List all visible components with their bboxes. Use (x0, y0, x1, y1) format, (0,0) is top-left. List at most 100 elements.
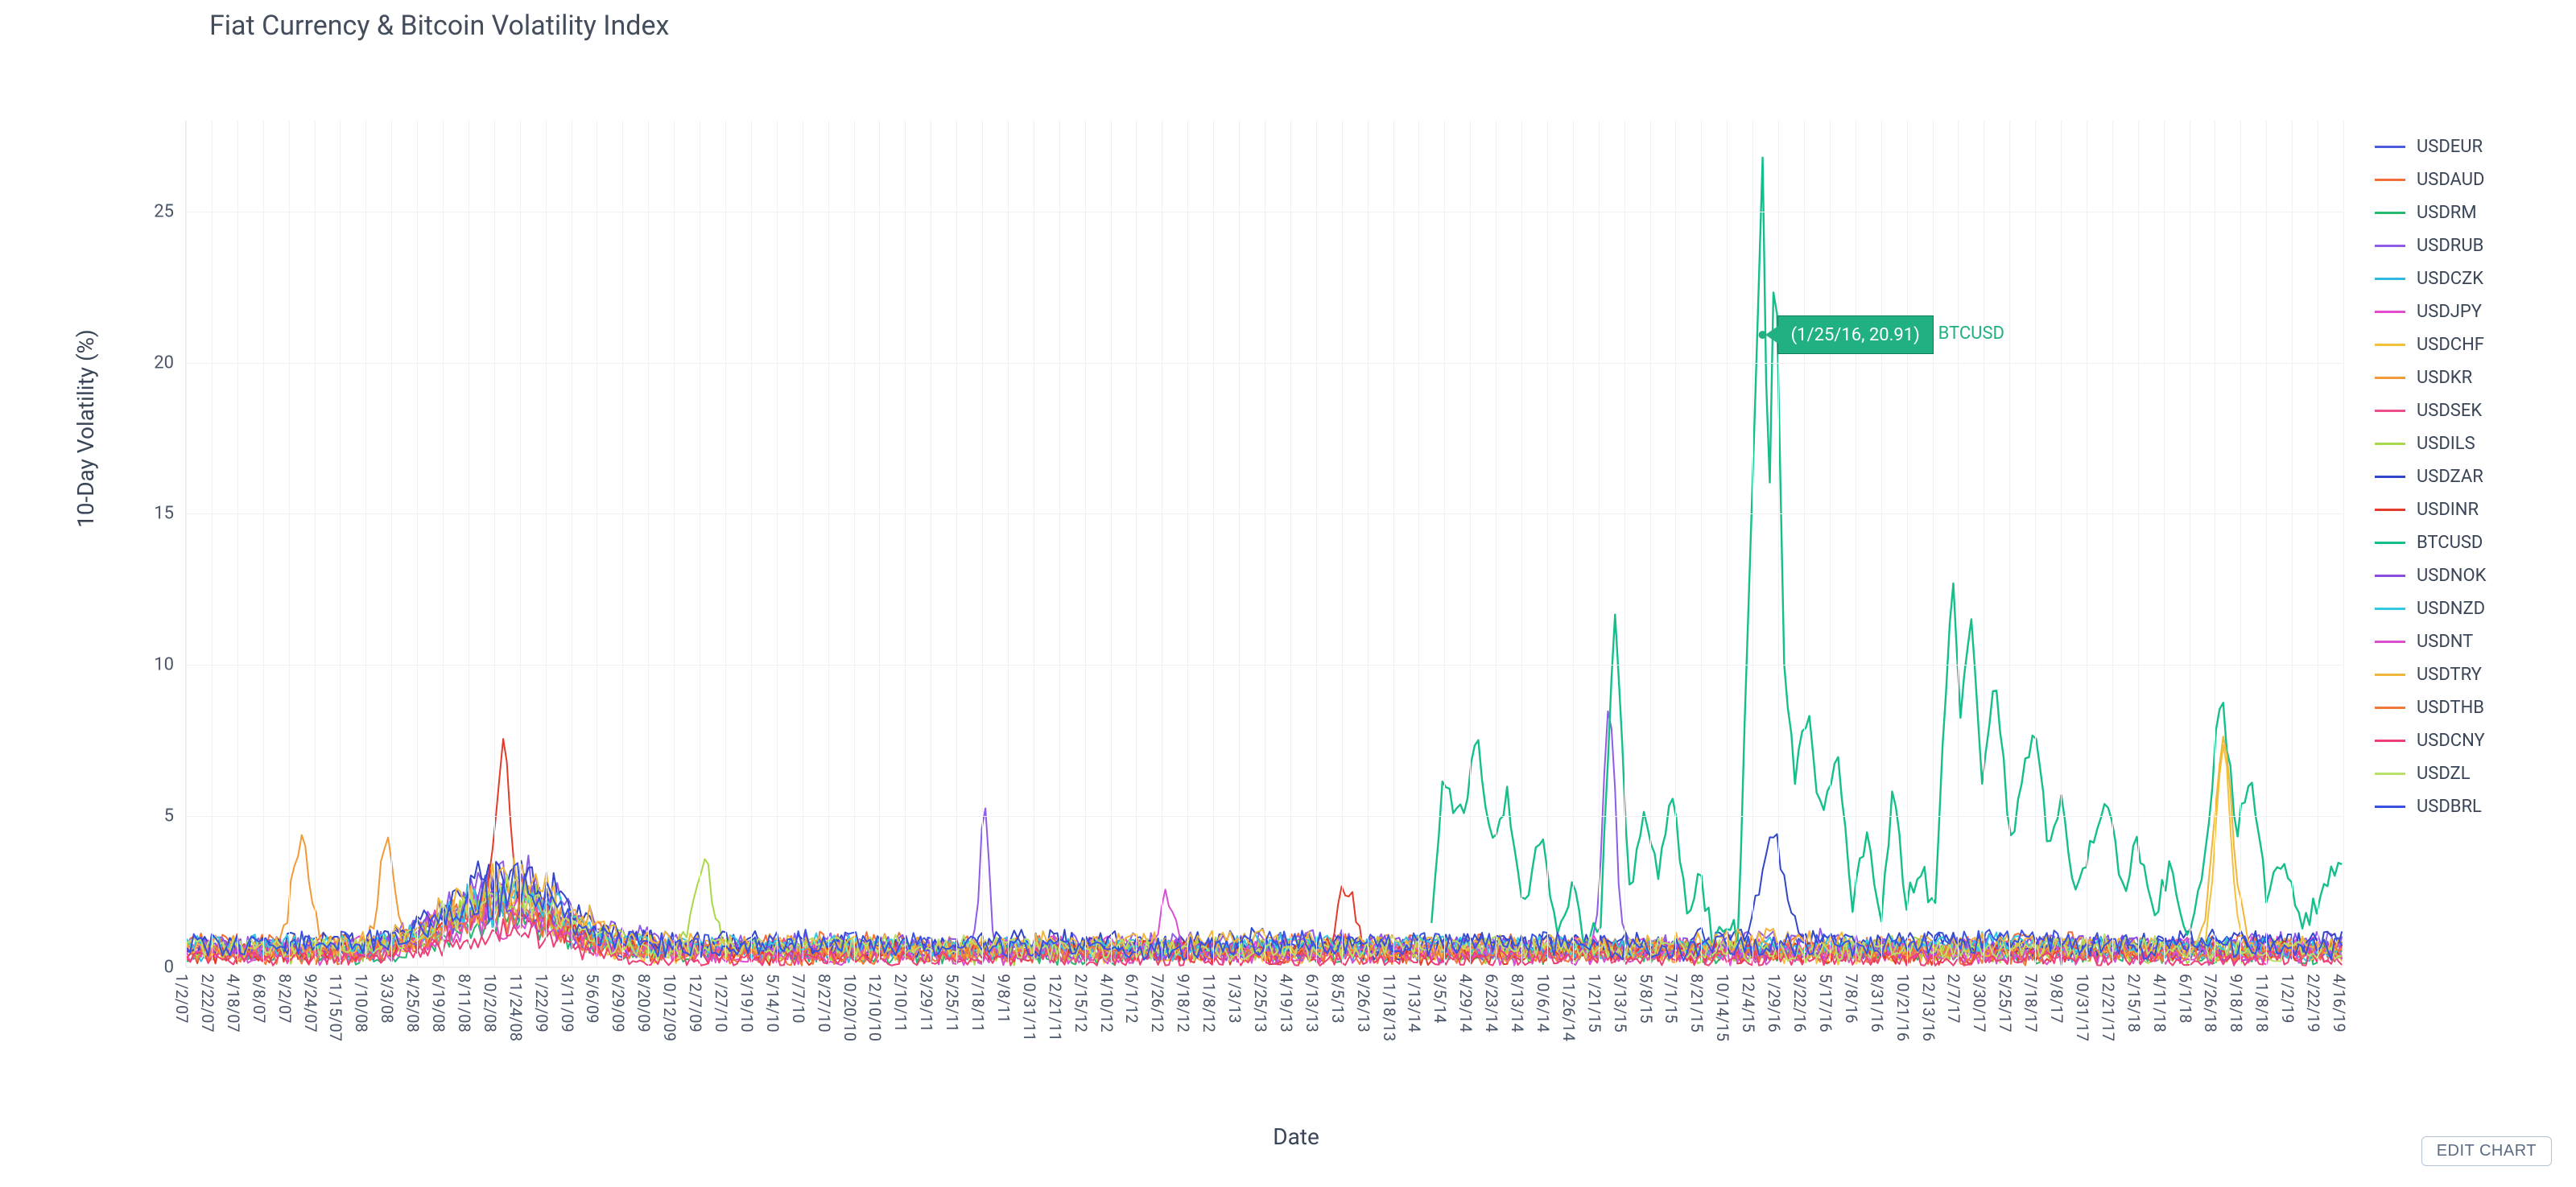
x-tick-label: 5/17/16 (1816, 974, 1835, 1032)
legend-label: USDEUR (2417, 137, 2483, 157)
x-tick-label: 10/31/17 (2073, 974, 2092, 1041)
y-tick-label: 5 (126, 806, 174, 826)
legend-item-usdczk[interactable]: USDCZK (2375, 262, 2576, 295)
legend-item-usdsek[interactable]: USDSEK (2375, 394, 2576, 427)
x-tick-label: 11/15/07 (326, 974, 345, 1041)
legend-item-usdnok[interactable]: USDNOK (2375, 559, 2576, 592)
grid-line-v (443, 121, 444, 966)
x-tick-label: 7/18/11 (968, 974, 988, 1032)
x-tick-label: 10/31/11 (1020, 974, 1039, 1041)
x-tick-label: 1/21/15 (1585, 974, 1604, 1032)
grid-line-v (1521, 121, 1522, 966)
grid-line-v (520, 121, 521, 966)
legend-item-usdbrl[interactable]: USDBRL (2375, 790, 2576, 823)
x-tick-label: 4/18/07 (224, 974, 243, 1032)
grid-line-v (1444, 121, 1445, 966)
x-tick-label: 8/20/09 (634, 974, 654, 1032)
grid-line-v (1701, 121, 1702, 966)
legend-item-usdrm[interactable]: USDRM (2375, 196, 2576, 229)
legend-item-usdchf[interactable]: USDCHF (2375, 328, 2576, 361)
grid-line-v (2035, 121, 2036, 966)
grid-line-v (622, 121, 623, 966)
grid-line-v (340, 121, 341, 966)
grid-line-v (1136, 121, 1137, 966)
legend-item-usdrub[interactable]: USDRUB (2375, 229, 2576, 262)
x-tick-label: 11/26/14 (1559, 974, 1579, 1041)
legend-item-usdnzd[interactable]: USDNZD (2375, 592, 2576, 625)
x-tick-label: 6/1/18 (2176, 974, 2195, 1023)
grid-line-v (1111, 121, 1112, 966)
grid-line-v (2343, 121, 2344, 966)
x-tick-label: 12/21/17 (2099, 974, 2118, 1041)
x-tick-label: 7/8/16 (1842, 974, 1861, 1023)
grid-line-v (828, 121, 829, 966)
grid-line-v (648, 121, 649, 966)
x-tick-label: 7/26/12 (1148, 974, 1167, 1032)
x-tick-label: 1/10/08 (352, 974, 371, 1032)
x-tick-label: 4/11/18 (2150, 974, 2169, 1032)
legend-swatch (2375, 509, 2405, 511)
x-tick-label: 8/2/07 (275, 974, 295, 1023)
grid-line-v (2138, 121, 2139, 966)
x-tick-label: 2/15/18 (2124, 974, 2144, 1032)
grid-line-v (1599, 121, 1600, 966)
grid-line-v (2009, 121, 2010, 966)
legend-item-usdzl[interactable]: USDZL (2375, 757, 2576, 790)
x-tick-label: 1/29/16 (1765, 974, 1784, 1032)
grid-line-v (905, 121, 906, 966)
grid-line-v (1727, 121, 1728, 966)
legend-item-usdils[interactable]: USDILS (2375, 427, 2576, 460)
grid-line-v (212, 121, 213, 966)
x-tick-label: 2/22/07 (198, 974, 217, 1032)
x-tick-label: 8/11/08 (455, 974, 474, 1032)
legend-item-usdnt[interactable]: USDNT (2375, 625, 2576, 658)
y-tick-label: 0 (126, 958, 174, 978)
legend-swatch (2375, 476, 2405, 478)
x-tick-label: 2/15/12 (1071, 974, 1091, 1032)
legend-item-usdaud[interactable]: USDAUD (2375, 163, 2576, 196)
legend-swatch (2375, 773, 2405, 775)
legend-item-usdthb[interactable]: USDTHB (2375, 691, 2576, 724)
legend-swatch (2375, 179, 2405, 181)
x-tick-label: 3/29/11 (917, 974, 936, 1032)
legend-item-usdkr[interactable]: USDKR (2375, 361, 2576, 394)
x-tick-label: 3/13/15 (1611, 974, 1630, 1032)
series-btcusd[interactable] (1431, 158, 2342, 950)
legend-label: USDSEK (2417, 401, 2482, 421)
x-tick-label: 2/22/19 (2304, 974, 2323, 1032)
legend-item-usdcny[interactable]: USDCNY (2375, 724, 2576, 757)
tooltip-series-label: BTCUSD (1938, 324, 2004, 344)
legend-item-usdeur[interactable]: USDEUR (2375, 130, 2576, 163)
plot-area[interactable] (185, 121, 2343, 967)
grid-line-v (2240, 121, 2241, 966)
legend-item-btcusd[interactable]: BTCUSD (2375, 526, 2576, 559)
legend-label: USDCNY (2417, 731, 2485, 751)
grid-line-v (1778, 121, 1779, 966)
x-tick-label: 11/24/08 (506, 974, 526, 1041)
legend-swatch (2375, 344, 2405, 346)
legend-item-usdtry[interactable]: USDTRY (2375, 658, 2576, 691)
grid-line-v (1290, 121, 1291, 966)
grid-line-v (417, 121, 418, 966)
x-tick-label: 5/6/09 (583, 974, 602, 1023)
grid-line-v (1059, 121, 1060, 966)
legend-label: USDTHB (2417, 698, 2484, 718)
legend-item-usdzar[interactable]: USDZAR (2375, 460, 2576, 493)
grid-line-v (2266, 121, 2267, 966)
legend-item-usdjpy[interactable]: USDJPY (2375, 295, 2576, 328)
x-tick-label: 8/13/14 (1508, 974, 1527, 1032)
legend-label: USDZL (2417, 764, 2471, 784)
edit-chart-button[interactable]: EDIT CHART (2421, 1136, 2552, 1166)
x-tick-label: 7/18/17 (2021, 974, 2041, 1032)
x-tick-label: 6/23/14 (1482, 974, 1501, 1032)
grid-line-v (1213, 121, 1214, 966)
grid-line-v (956, 121, 957, 966)
legend-item-usdinr[interactable]: USDINR (2375, 493, 2576, 526)
x-tick-label: 7/7/10 (789, 974, 808, 1023)
legend-swatch (2375, 377, 2405, 379)
grid-line-v (1008, 121, 1009, 966)
grid-line-v (982, 121, 983, 966)
x-tick-label: 8/31/16 (1868, 974, 1887, 1032)
grid-line-v (546, 121, 547, 966)
grid-line-v (1187, 121, 1188, 966)
